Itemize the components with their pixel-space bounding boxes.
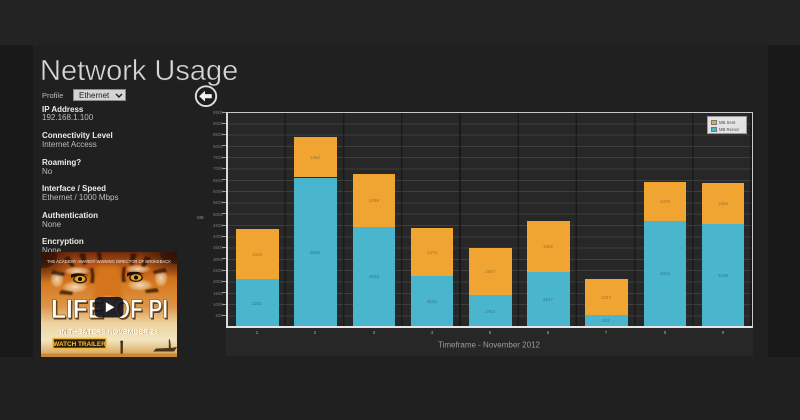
svg-text:OF PI: OF PI (115, 295, 169, 325)
svg-text:IN THEATERS NOVEMBER 23: IN THEATERS NOVEMBER 23 (60, 329, 158, 336)
svg-text:THE ACADEMY AWARD® WINNING DIR: THE ACADEMY AWARD® WINNING DIRECTOR OF B… (47, 259, 171, 264)
svg-text:WATCH TRAILER: WATCH TRAILER (53, 341, 106, 348)
svg-text:IN THEATERS NOVEMBER 23: IN THEATERS NOVEMBER 23 (60, 329, 158, 336)
